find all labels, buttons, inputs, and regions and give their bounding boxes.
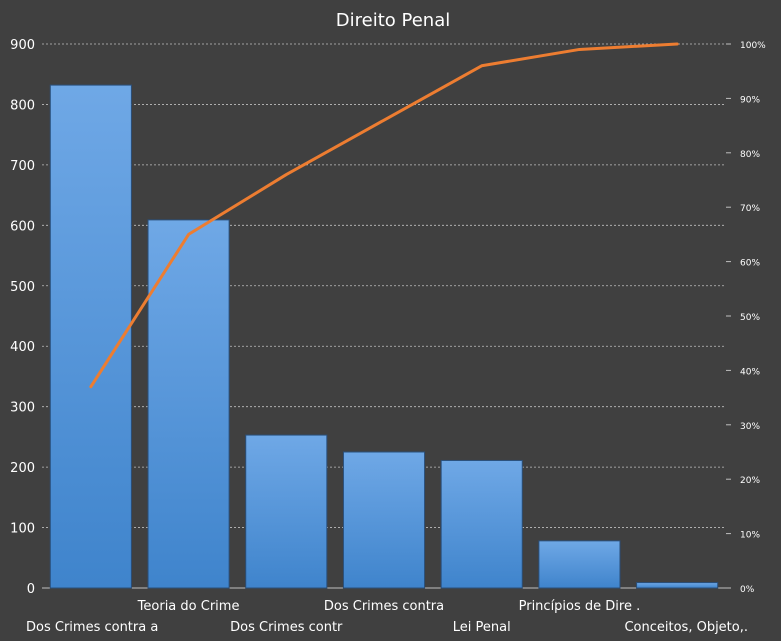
- y-tick-label: 200: [10, 461, 35, 476]
- y2-tick-label: 70%: [740, 204, 760, 214]
- x-tick-label: Lei Penal: [453, 620, 511, 635]
- y-axis-left: 0 100 200 300 400 500 600 700 800 900: [10, 38, 35, 597]
- y2-tick-label: 40%: [740, 367, 760, 377]
- y-axis-right: 0% 10% 20% 30% 40% 50% 60% 70% 80% 90% 100%: [726, 41, 766, 595]
- y-tick-label: 100: [10, 522, 35, 537]
- y-tick-label: 700: [10, 159, 35, 174]
- x-tick-label: Conceitos, Objeto,.: [624, 620, 748, 635]
- x-tick-label: Dos Crimes contra: [324, 599, 444, 614]
- y2-tick-label: 90%: [740, 95, 760, 105]
- x-tick-label: Teoria do Crime: [137, 599, 240, 614]
- y-tick-label: 600: [10, 219, 35, 234]
- bar: [538, 540, 621, 589]
- cumulative-line: [89, 42, 679, 389]
- y-tick-label: 300: [10, 401, 35, 416]
- y2-tick-label: 80%: [740, 150, 760, 160]
- chart-title: Direito Penal: [336, 10, 450, 31]
- bar: [49, 84, 132, 589]
- y2-tick-label: 50%: [740, 313, 760, 323]
- y-tick-label: 400: [10, 340, 35, 355]
- x-tick-label: Dos Crimes contr: [230, 620, 343, 635]
- y2-tick-label: 30%: [740, 422, 760, 432]
- x-axis-labels: Dos Crimes contra a Teoria do Crime Dos Cr…: [26, 599, 748, 635]
- bar: [342, 451, 426, 589]
- bar: [636, 582, 719, 589]
- bar: [245, 434, 328, 589]
- y-tick-label: 500: [10, 280, 35, 295]
- bar: [440, 459, 523, 589]
- y-tick-label: 800: [10, 98, 35, 113]
- y2-tick-label: 20%: [740, 476, 760, 486]
- bar: [147, 219, 230, 589]
- y-tick-label: 0: [27, 582, 35, 597]
- y2-tick-label: 0%: [740, 585, 755, 595]
- x-tick-label: Dos Crimes contra a: [26, 620, 158, 635]
- bar-series: [49, 84, 719, 589]
- y2-tick-label: 10%: [740, 531, 760, 541]
- x-tick-label: Princípios de Dire .: [519, 599, 641, 614]
- cumulative-line-series: [89, 42, 679, 389]
- y-tick-label: 900: [10, 38, 35, 53]
- y2-tick-label: 60%: [740, 259, 760, 269]
- y2-tick-label: 100%: [740, 41, 766, 51]
